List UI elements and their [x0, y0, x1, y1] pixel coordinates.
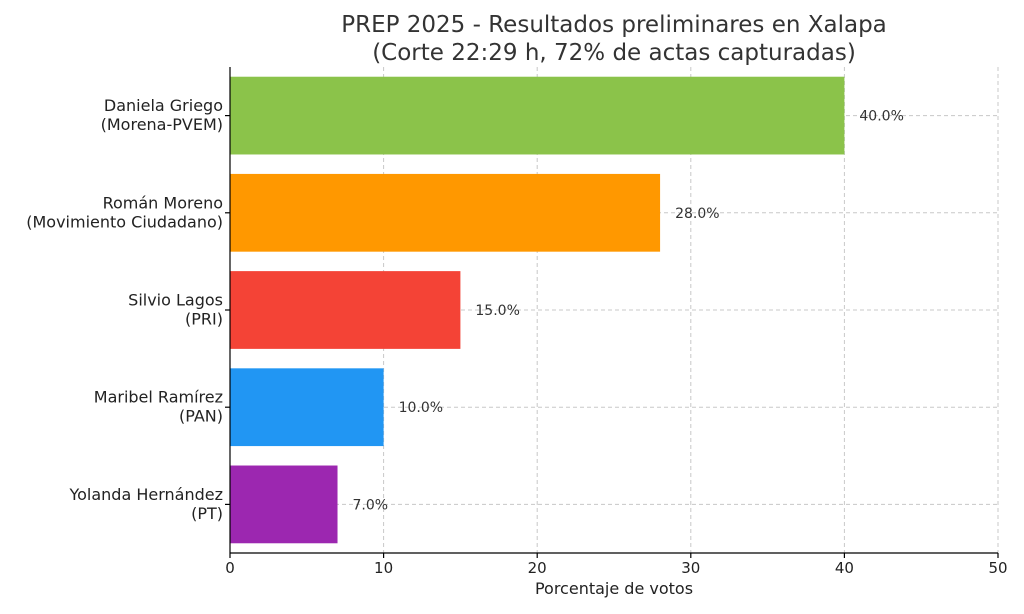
bar-value-label: 28.0%	[675, 206, 719, 222]
y-tick-label-line: Daniela Griego	[104, 96, 223, 115]
x-tick-label: 30	[681, 559, 700, 577]
bar	[230, 465, 338, 544]
bar	[230, 271, 461, 349]
bar-layer	[230, 76, 845, 544]
y-tick-label-line: (Morena-PVEM)	[101, 115, 223, 134]
chart-title-line-1: PREP 2025 - Resultados preliminares en X…	[341, 12, 887, 38]
label-layer: 40.0% 28.0% 15.0% 10.0% 7.0% 0 10 20 30 40 50 Danie…	[26, 96, 1007, 577]
x-tick-label: 0	[225, 559, 235, 577]
bar	[230, 76, 845, 155]
bar-value-label: 40.0%	[859, 109, 903, 125]
y-tick-label: Daniela Griego (Morena-PVEM)	[101, 96, 223, 134]
bar	[230, 368, 384, 447]
y-tick-label-line: (PAN)	[179, 407, 223, 426]
y-tick-label-line: (PRI)	[185, 310, 223, 329]
bar-value-label: 15.0%	[475, 303, 519, 319]
x-tick-label: 40	[835, 559, 854, 577]
bar-value-label: 10.0%	[399, 400, 443, 416]
x-tick-label: 20	[528, 559, 547, 577]
y-tick-label-line: (Movimiento Ciudadano)	[26, 212, 223, 231]
y-tick-label-line: Maribel Ramírez	[94, 388, 223, 407]
bar-value-label: 7.0%	[353, 497, 389, 513]
y-tick-label: Román Moreno (Movimiento Ciudadano)	[26, 193, 223, 231]
chart-title-line-2: (Corte 22:29 h, 72% de actas capturadas)	[372, 40, 856, 66]
y-tick-label: Maribel Ramírez (PAN)	[94, 388, 223, 426]
y-tick-label-line: (PT)	[191, 504, 223, 523]
x-tick-label: 50	[988, 559, 1007, 577]
bar	[230, 173, 661, 252]
y-tick-label-line: Yolanda Hernández	[68, 485, 223, 504]
y-tick-label: Silvio Lagos (PRI)	[128, 291, 223, 329]
x-axis-title: Porcentaje de votos	[535, 579, 693, 598]
y-tick-label-line: Silvio Lagos	[128, 291, 223, 310]
y-tick-label-line: Román Moreno	[103, 193, 223, 212]
axis-layer	[225, 67, 999, 558]
x-tick-label: 10	[374, 559, 393, 577]
y-tick-label: Yolanda Hernández (PT)	[68, 485, 223, 523]
